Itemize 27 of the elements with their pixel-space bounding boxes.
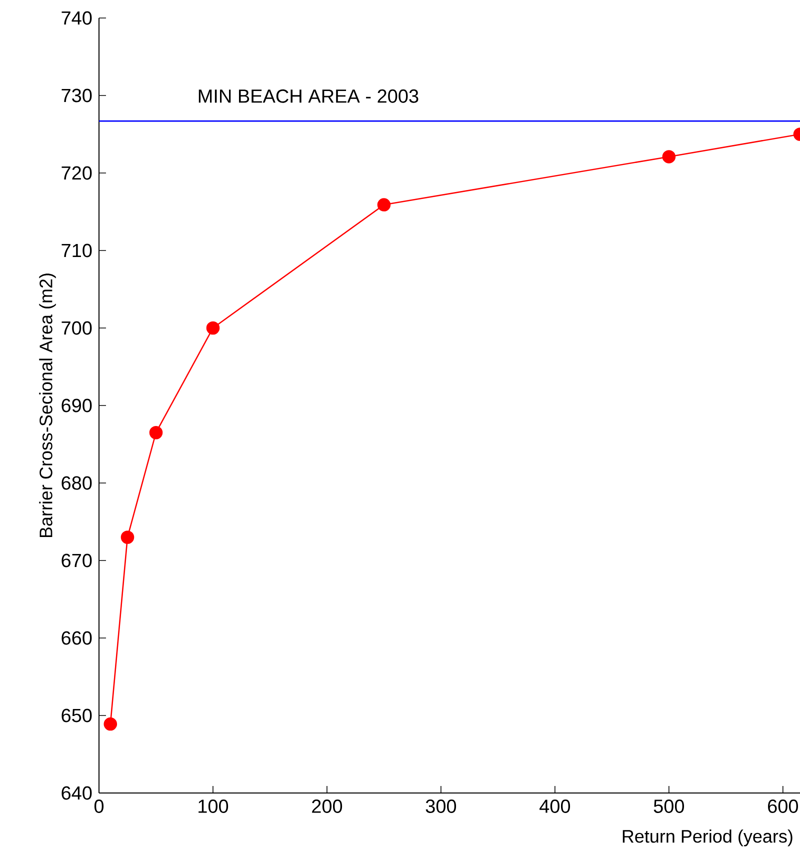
y-tick-label: 710 bbox=[62, 244, 92, 258]
x-tick-label: 300 bbox=[426, 800, 456, 813]
point bbox=[120, 530, 134, 544]
x-tick-label: 200 bbox=[312, 800, 342, 813]
x-axis-title: Return Period (years) bbox=[622, 830, 792, 846]
y-tick-label: 670 bbox=[62, 554, 92, 568]
x-tick-label: 500 bbox=[654, 800, 684, 813]
y-tick-label: 650 bbox=[62, 708, 92, 722]
point bbox=[377, 198, 391, 212]
y-tick-label: 700 bbox=[62, 321, 92, 335]
y-tick-label: 690 bbox=[62, 398, 92, 412]
x-tick-label: 600 bbox=[768, 800, 798, 813]
x-tick-label: 400 bbox=[540, 800, 570, 813]
x-tick-label: 100 bbox=[198, 800, 228, 813]
x-tick-label: 0 bbox=[94, 800, 104, 813]
point bbox=[104, 717, 118, 731]
y-tick-label: 660 bbox=[62, 631, 92, 645]
y-tick-label: 730 bbox=[62, 88, 92, 102]
point bbox=[149, 426, 163, 440]
y-axis-title: Barrier Cross-Secional Area (m2) bbox=[39, 274, 56, 538]
y-tick-label: 720 bbox=[62, 166, 92, 180]
y-tick-label: 680 bbox=[62, 476, 92, 490]
point bbox=[206, 321, 220, 335]
ref-line-label: MIN BEACH AREA - 2003 bbox=[198, 89, 418, 103]
y-tick-label: 640 bbox=[62, 786, 92, 800]
point bbox=[662, 150, 676, 164]
y-tick-label: 740 bbox=[62, 11, 92, 25]
